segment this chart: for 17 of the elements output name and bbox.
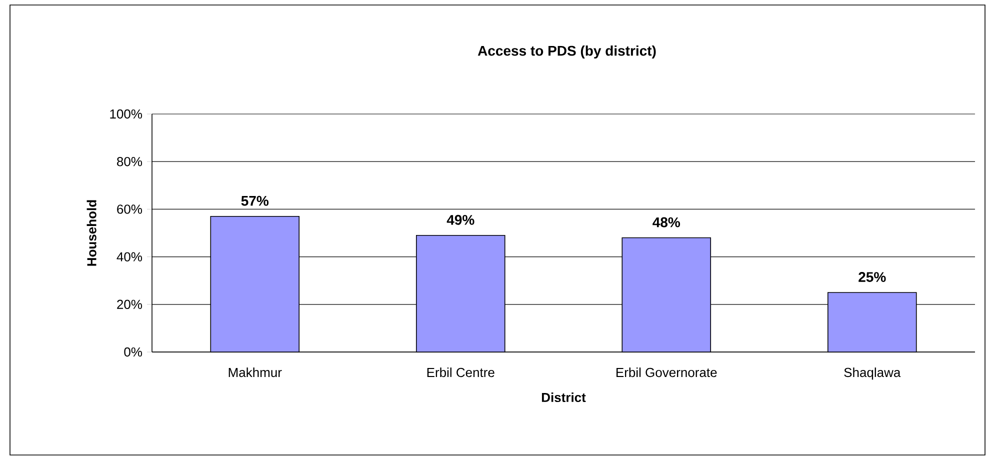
data-label: 49% bbox=[446, 214, 474, 225]
y-tick-label: 40% bbox=[116, 252, 142, 262]
x-tick-label: Makhmur bbox=[228, 368, 282, 378]
x-tick-label: Erbil Centre bbox=[427, 368, 494, 378]
data-label: 48% bbox=[652, 217, 680, 228]
x-tick-label: Erbil Governorate bbox=[616, 368, 717, 378]
y-tick-label: 60% bbox=[117, 204, 142, 214]
chart-title: Access to PDS (by district) bbox=[478, 45, 656, 59]
data-label: 57% bbox=[241, 196, 269, 206]
x-axis-title: District bbox=[542, 392, 586, 402]
y-tick-label: 0% bbox=[124, 347, 142, 357]
y-tick-label: 80% bbox=[117, 156, 142, 166]
y-axis-title: Household bbox=[86, 200, 96, 266]
y-tick-label: 20% bbox=[117, 300, 142, 309]
data-label: 25% bbox=[858, 272, 886, 282]
x-tick-label: Shaqlawa bbox=[844, 368, 901, 380]
y-tick-label: 100% bbox=[110, 109, 142, 119]
